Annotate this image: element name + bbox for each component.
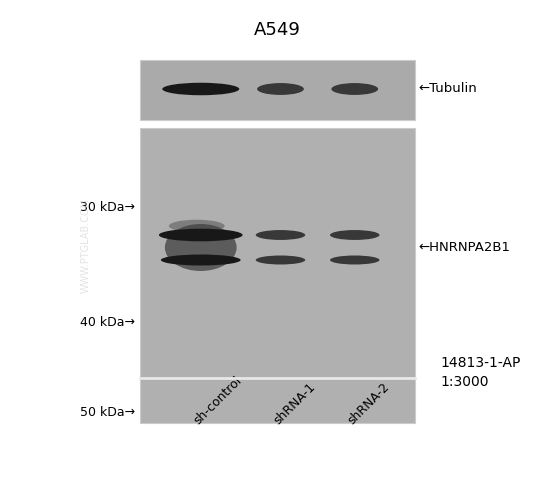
- Ellipse shape: [331, 83, 378, 95]
- Ellipse shape: [256, 230, 305, 240]
- Ellipse shape: [330, 230, 380, 240]
- Ellipse shape: [257, 83, 304, 95]
- Ellipse shape: [169, 220, 224, 232]
- Text: ←Tubulin: ←Tubulin: [418, 82, 477, 96]
- Text: shRNA-2: shRNA-2: [345, 380, 392, 428]
- Text: shRNA-1: shRNA-1: [271, 380, 318, 428]
- Bar: [140, 128, 415, 422]
- Text: 30 kDa→: 30 kDa→: [80, 201, 135, 214]
- Ellipse shape: [159, 228, 243, 241]
- Bar: [140, 60, 415, 120]
- Text: sh-control: sh-control: [191, 374, 245, 428]
- Text: WWW.PTGLAB.COM: WWW.PTGLAB.COM: [80, 198, 90, 292]
- Text: 14813-1-AP
1:3000: 14813-1-AP 1:3000: [440, 356, 520, 389]
- Text: ←HNRNPA2B1: ←HNRNPA2B1: [418, 241, 510, 254]
- Text: 40 kDa→: 40 kDa→: [80, 316, 135, 329]
- Text: A549: A549: [254, 21, 301, 39]
- Ellipse shape: [330, 256, 380, 264]
- Text: 50 kDa→: 50 kDa→: [80, 406, 135, 419]
- Ellipse shape: [161, 254, 241, 266]
- Ellipse shape: [165, 224, 236, 271]
- Ellipse shape: [162, 82, 239, 95]
- Ellipse shape: [256, 256, 305, 264]
